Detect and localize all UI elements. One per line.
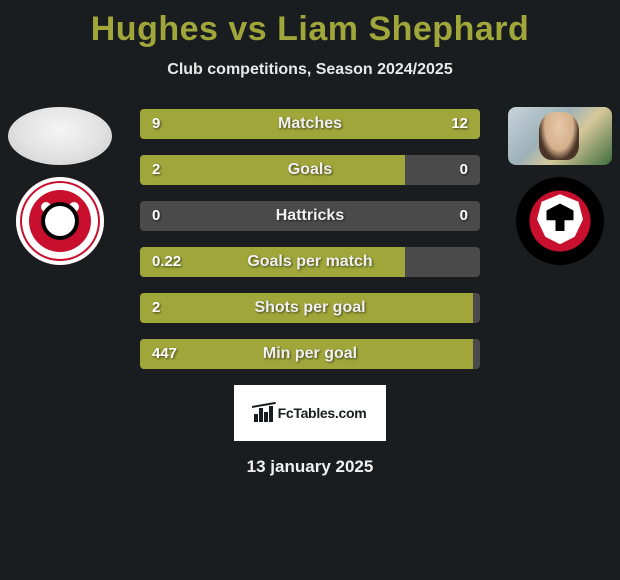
brand-text: FcTables.com (278, 405, 367, 421)
stat-row: 447Min per goal (140, 339, 480, 369)
stat-label: Min per goal (140, 339, 480, 369)
left-player-column (8, 107, 112, 265)
stat-row: 0.22Goals per match (140, 247, 480, 277)
stat-row: 912Matches (140, 109, 480, 139)
right-club-badge (516, 177, 604, 265)
comparison-content: 912Matches 20Goals 00Hattricks 0.22Goals pe… (0, 109, 620, 477)
brand-box: FcTables.com (234, 385, 386, 441)
left-club-badge (16, 177, 104, 265)
date-line: 13 january 2025 (0, 457, 620, 477)
stat-bars-container: 912Matches 20Goals 00Hattricks 0.22Goals pe… (140, 109, 480, 369)
stat-row: 2Shots per goal (140, 293, 480, 323)
subtitle: Club competitions, Season 2024/2025 (0, 61, 620, 79)
page-title: Hughes vs Liam Shephard (0, 0, 620, 49)
stat-row: 00Hattricks (140, 201, 480, 231)
stat-label: Hattricks (140, 201, 480, 231)
stat-label: Shots per goal (140, 293, 480, 323)
left-player-photo (8, 107, 112, 165)
stat-label: Goals per match (140, 247, 480, 277)
stat-label: Matches (140, 109, 480, 139)
stat-label: Goals (140, 155, 480, 185)
right-player-column (508, 107, 612, 265)
brand-bars-icon (254, 404, 274, 422)
right-player-photo (508, 107, 612, 165)
stat-row: 20Goals (140, 155, 480, 185)
